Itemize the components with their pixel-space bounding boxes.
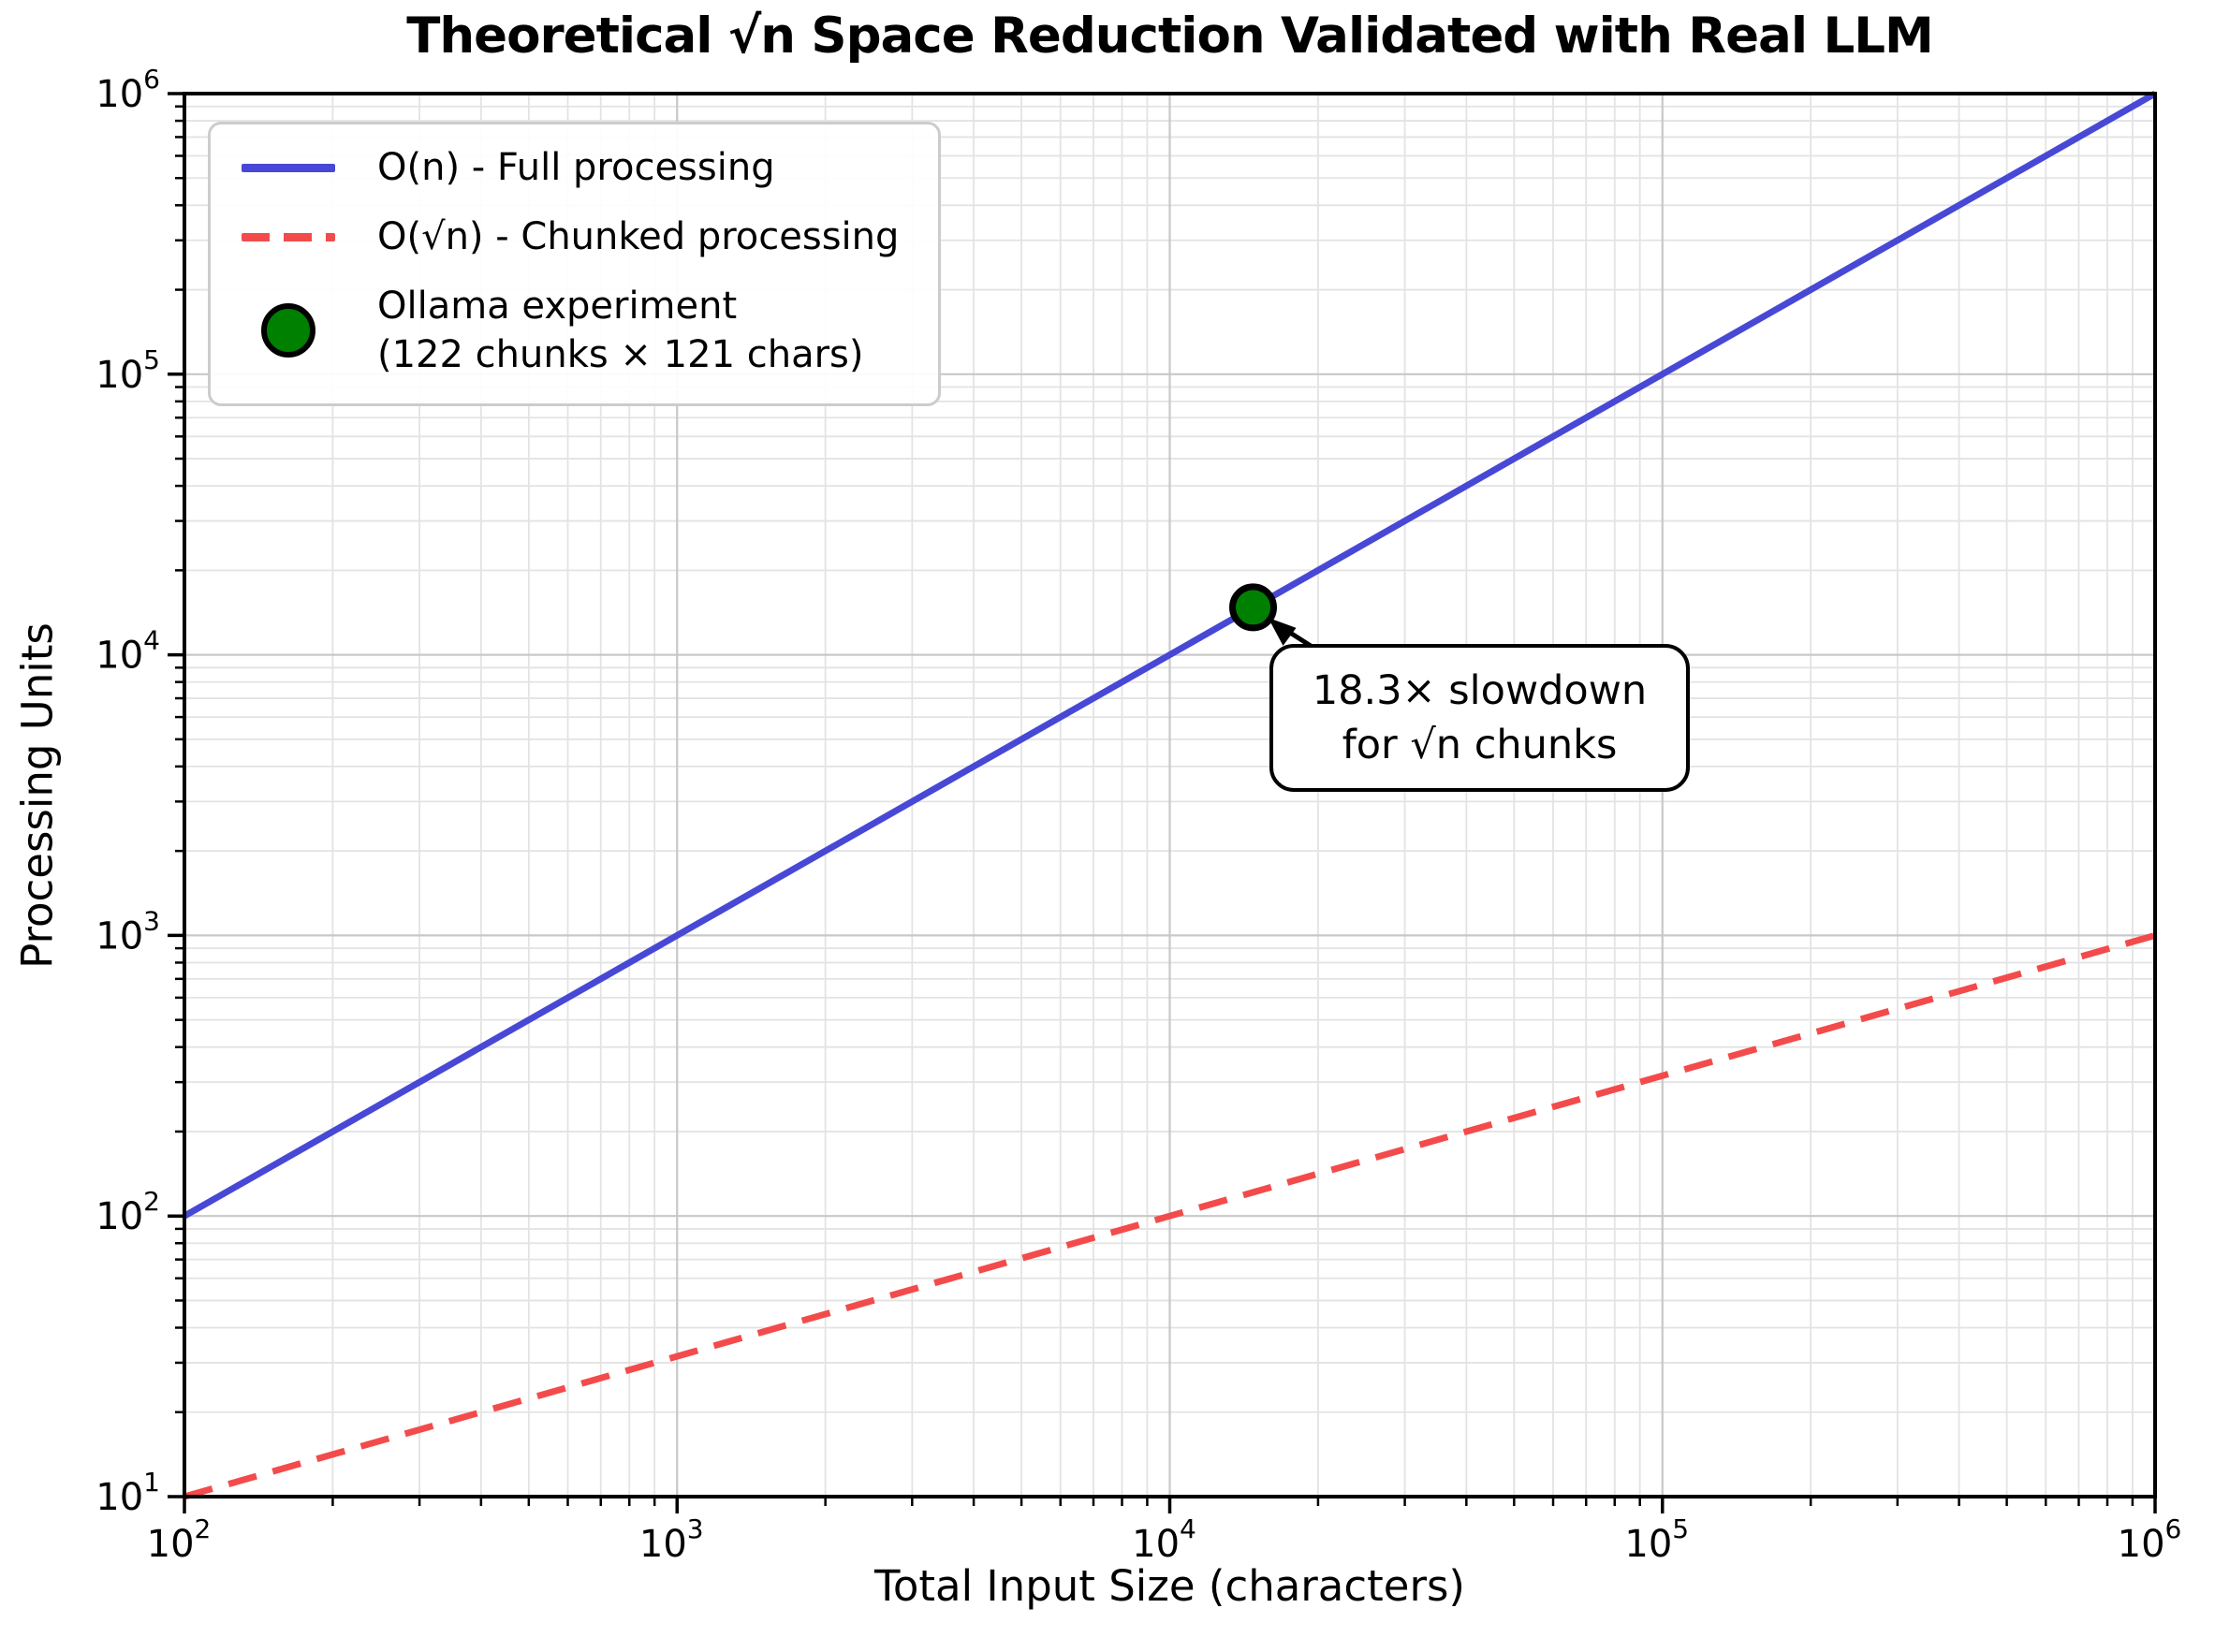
legend-item-label: O(n) - Full processing (377, 146, 775, 189)
legend-item-label-line1: Ollama experiment (377, 285, 738, 328)
annotation-line2: for √n chunks (1342, 722, 1618, 768)
chart-title: Theoretical √n Space Reduction Validated… (406, 7, 1933, 65)
tick-label: 106 (2118, 1513, 2182, 1566)
series-lines (183, 90, 2157, 1500)
annotation-arrowhead-icon (1268, 617, 1297, 646)
series-sqrt-n-line (183, 932, 2156, 1500)
annotation-box: 18.3× slowdown for √n chunks (1269, 644, 1690, 792)
series-o-n-line (183, 90, 2157, 1220)
experiment-point-marker (1229, 583, 1278, 632)
legend-item-label-line2: (122 chunks × 121 chars) (377, 333, 864, 376)
tick-label: 103 (95, 905, 160, 958)
legend: O(n) - Full processing O(√n) - Chunked p… (208, 122, 942, 406)
annotation-line1: 18.3× slowdown (1312, 666, 1648, 714)
y-axis-label: Processing Units (12, 622, 63, 969)
solid-line-swatch-icon (242, 163, 335, 172)
data-point-markers (1229, 583, 1278, 632)
tick-label: 105 (1624, 1513, 1689, 1566)
circle-marker-swatch-icon (261, 303, 315, 358)
axis-ticks (168, 92, 2157, 1513)
legend-swatch-col (237, 232, 340, 241)
tick-label: 103 (639, 1513, 704, 1566)
tick-label: 104 (1132, 1513, 1196, 1566)
tick-label: 102 (147, 1513, 212, 1566)
legend-item-label: O(√n) - Chunked processing (377, 215, 900, 258)
tick-label: 101 (95, 1467, 160, 1519)
legend-swatch-col (237, 163, 340, 172)
x-axis-label: Total Input Size (characters) (874, 1561, 1465, 1611)
legend-item-chunked-processing: O(√n) - Chunked processing (237, 212, 899, 261)
tick-label: 106 (95, 64, 160, 116)
legend-item-ollama-experiment: Ollama experiment (122 chunks × 121 char… (237, 282, 899, 379)
legend-item-full-processing: O(n) - Full processing (237, 143, 899, 192)
dashed-line-swatch-icon (242, 232, 335, 241)
tick-label: 104 (95, 625, 160, 678)
tick-label: 105 (95, 344, 160, 397)
legend-item-label: Ollama experiment (122 chunks × 121 char… (377, 282, 863, 379)
tick-label: 102 (95, 1186, 160, 1238)
legend-swatch-col (237, 303, 340, 358)
